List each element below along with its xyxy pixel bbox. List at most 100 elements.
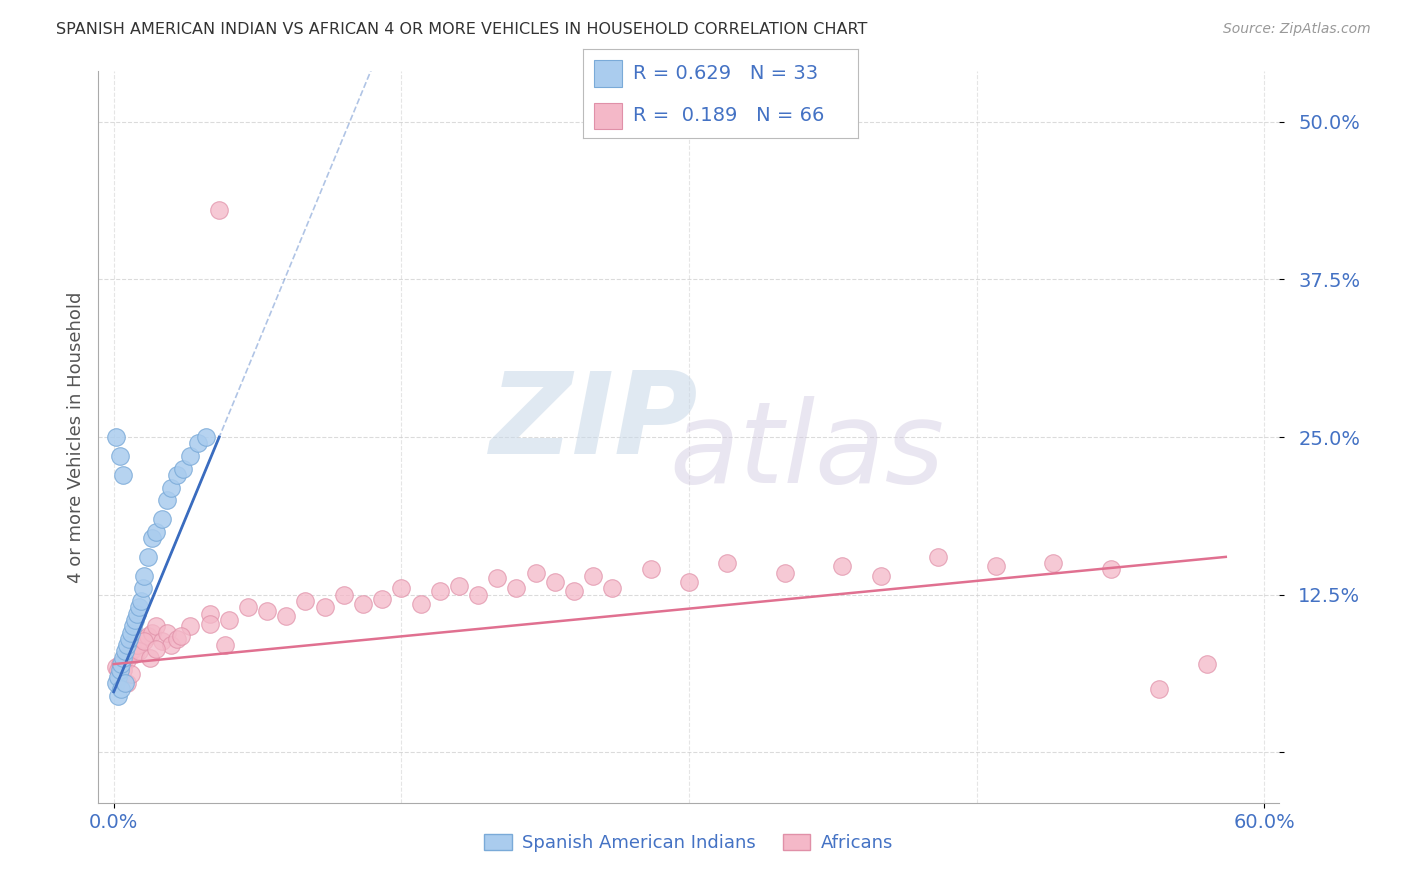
Point — [150, 512, 173, 526]
Point — [104, 659, 127, 673]
Point — [1195, 657, 1218, 671]
Point — [1042, 556, 1064, 570]
Point — [198, 616, 221, 631]
Point — [110, 682, 132, 697]
Point — [107, 670, 129, 684]
Point — [107, 689, 129, 703]
Point — [544, 575, 567, 590]
Point — [1147, 682, 1170, 697]
Point — [115, 676, 138, 690]
Point — [314, 600, 336, 615]
Point — [486, 571, 509, 585]
Point — [984, 558, 1007, 573]
Point — [108, 657, 131, 671]
Bar — [595, 103, 621, 129]
Point — [467, 588, 489, 602]
Point — [172, 461, 194, 475]
Point — [409, 597, 432, 611]
Text: Source: ZipAtlas.com: Source: ZipAtlas.com — [1223, 22, 1371, 37]
Point — [110, 657, 132, 671]
Point — [524, 566, 547, 581]
Point — [125, 607, 148, 621]
Point — [333, 588, 356, 602]
Text: ZIP: ZIP — [491, 367, 699, 478]
Point — [114, 644, 136, 658]
Point — [170, 629, 193, 643]
Point — [115, 653, 138, 667]
Point — [1099, 562, 1122, 576]
Point — [208, 203, 231, 218]
Point — [114, 676, 136, 690]
Point — [112, 650, 135, 665]
Point — [124, 647, 146, 661]
Point — [131, 632, 153, 646]
Point — [214, 638, 236, 652]
Point — [120, 667, 142, 681]
Point — [112, 467, 135, 482]
Point — [256, 604, 278, 618]
Point — [179, 619, 201, 633]
Point — [131, 582, 153, 596]
Point — [371, 591, 394, 606]
Point — [194, 430, 217, 444]
Point — [125, 638, 148, 652]
Y-axis label: 4 or more Vehicles in Household: 4 or more Vehicles in Household — [66, 292, 84, 582]
Point — [120, 644, 142, 658]
Point — [108, 449, 131, 463]
Point — [129, 594, 152, 608]
Point — [108, 670, 131, 684]
Point — [179, 449, 201, 463]
Point — [108, 664, 131, 678]
Point — [120, 625, 142, 640]
Point — [198, 607, 221, 621]
Point — [112, 655, 135, 669]
Point — [294, 594, 316, 608]
Point — [110, 659, 132, 673]
Point — [112, 664, 135, 678]
Point — [115, 638, 138, 652]
Bar — [595, 60, 621, 87]
Point — [236, 600, 259, 615]
Point — [678, 575, 700, 590]
Point — [831, 558, 853, 573]
Point — [505, 582, 527, 596]
Point — [773, 566, 796, 581]
Point — [118, 632, 141, 646]
Point — [124, 613, 146, 627]
Point — [118, 647, 141, 661]
Point — [136, 549, 159, 564]
Point — [166, 632, 188, 646]
Point — [139, 650, 162, 665]
Text: R =  0.189   N = 66: R = 0.189 N = 66 — [633, 106, 824, 126]
Point — [389, 582, 412, 596]
Point — [927, 549, 949, 564]
Point — [160, 638, 183, 652]
Point — [134, 634, 156, 648]
Text: SPANISH AMERICAN INDIAN VS AFRICAN 4 OR MORE VEHICLES IN HOUSEHOLD CORRELATION C: SPANISH AMERICAN INDIAN VS AFRICAN 4 OR … — [56, 22, 868, 37]
Point — [352, 597, 374, 611]
Point — [145, 524, 167, 539]
Point — [156, 625, 179, 640]
Point — [160, 481, 183, 495]
Point — [122, 642, 145, 657]
Point — [145, 642, 167, 657]
Point — [145, 619, 167, 633]
Point — [218, 613, 240, 627]
Point — [107, 664, 129, 678]
Point — [600, 582, 623, 596]
Point — [156, 493, 179, 508]
Point — [150, 634, 173, 648]
Point — [716, 556, 738, 570]
Point — [104, 676, 127, 690]
Point — [582, 569, 605, 583]
Point — [141, 625, 163, 640]
Point — [114, 650, 136, 665]
Point — [128, 600, 150, 615]
Point — [187, 436, 209, 450]
Point — [562, 583, 585, 598]
Point — [128, 644, 150, 658]
Point — [447, 579, 470, 593]
Point — [429, 583, 451, 598]
Point — [104, 430, 127, 444]
Text: atlas: atlas — [669, 396, 945, 508]
